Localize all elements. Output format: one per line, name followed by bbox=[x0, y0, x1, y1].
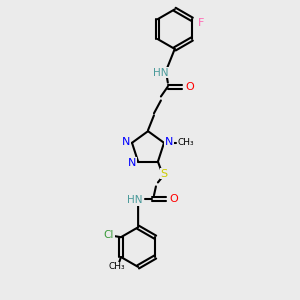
Text: F: F bbox=[198, 18, 204, 28]
Text: N: N bbox=[128, 158, 136, 168]
Text: HN: HN bbox=[128, 195, 143, 205]
Text: HN: HN bbox=[153, 68, 169, 78]
Text: S: S bbox=[160, 169, 167, 178]
Text: N: N bbox=[165, 137, 173, 147]
Text: Cl: Cl bbox=[104, 230, 114, 240]
Text: CH₃: CH₃ bbox=[109, 262, 125, 272]
Text: N: N bbox=[122, 137, 130, 147]
Text: CH₃: CH₃ bbox=[178, 138, 194, 147]
Text: O: O bbox=[185, 82, 194, 92]
Text: O: O bbox=[169, 194, 178, 204]
